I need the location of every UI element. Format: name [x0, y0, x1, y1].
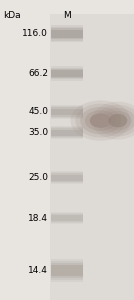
FancyBboxPatch shape [51, 69, 83, 78]
Ellipse shape [85, 110, 116, 131]
FancyBboxPatch shape [51, 107, 83, 116]
FancyBboxPatch shape [51, 106, 83, 118]
FancyBboxPatch shape [51, 126, 83, 139]
Text: 18.4: 18.4 [28, 214, 48, 223]
Text: M: M [63, 11, 71, 20]
Text: 25.0: 25.0 [28, 173, 48, 182]
FancyBboxPatch shape [51, 70, 83, 77]
Ellipse shape [80, 107, 121, 134]
FancyBboxPatch shape [51, 175, 83, 181]
FancyBboxPatch shape [51, 28, 83, 39]
FancyBboxPatch shape [51, 127, 83, 138]
FancyBboxPatch shape [51, 171, 83, 184]
FancyBboxPatch shape [51, 213, 83, 223]
Ellipse shape [70, 100, 131, 141]
Ellipse shape [104, 111, 132, 130]
FancyBboxPatch shape [51, 128, 83, 137]
Text: 45.0: 45.0 [28, 107, 48, 116]
Ellipse shape [109, 114, 127, 127]
FancyBboxPatch shape [51, 173, 83, 182]
Text: 116.0: 116.0 [22, 29, 48, 38]
FancyBboxPatch shape [51, 212, 83, 224]
FancyBboxPatch shape [51, 27, 83, 40]
FancyBboxPatch shape [51, 25, 83, 42]
FancyBboxPatch shape [50, 14, 134, 300]
Text: 14.4: 14.4 [28, 266, 48, 275]
FancyBboxPatch shape [51, 66, 83, 81]
FancyBboxPatch shape [51, 214, 83, 222]
FancyBboxPatch shape [51, 261, 83, 280]
Ellipse shape [96, 105, 134, 136]
FancyBboxPatch shape [51, 130, 83, 136]
FancyBboxPatch shape [51, 263, 83, 278]
Ellipse shape [100, 108, 134, 134]
Ellipse shape [90, 113, 111, 128]
FancyBboxPatch shape [51, 68, 83, 80]
Text: 66.2: 66.2 [28, 69, 48, 78]
FancyBboxPatch shape [51, 105, 83, 119]
Ellipse shape [92, 102, 134, 140]
FancyBboxPatch shape [51, 30, 83, 38]
FancyBboxPatch shape [51, 109, 83, 115]
FancyBboxPatch shape [51, 172, 83, 183]
Ellipse shape [75, 104, 126, 137]
Text: kDa: kDa [3, 11, 20, 20]
FancyBboxPatch shape [51, 265, 83, 276]
FancyBboxPatch shape [51, 215, 83, 221]
FancyBboxPatch shape [51, 259, 83, 283]
Text: 35.0: 35.0 [28, 128, 48, 137]
